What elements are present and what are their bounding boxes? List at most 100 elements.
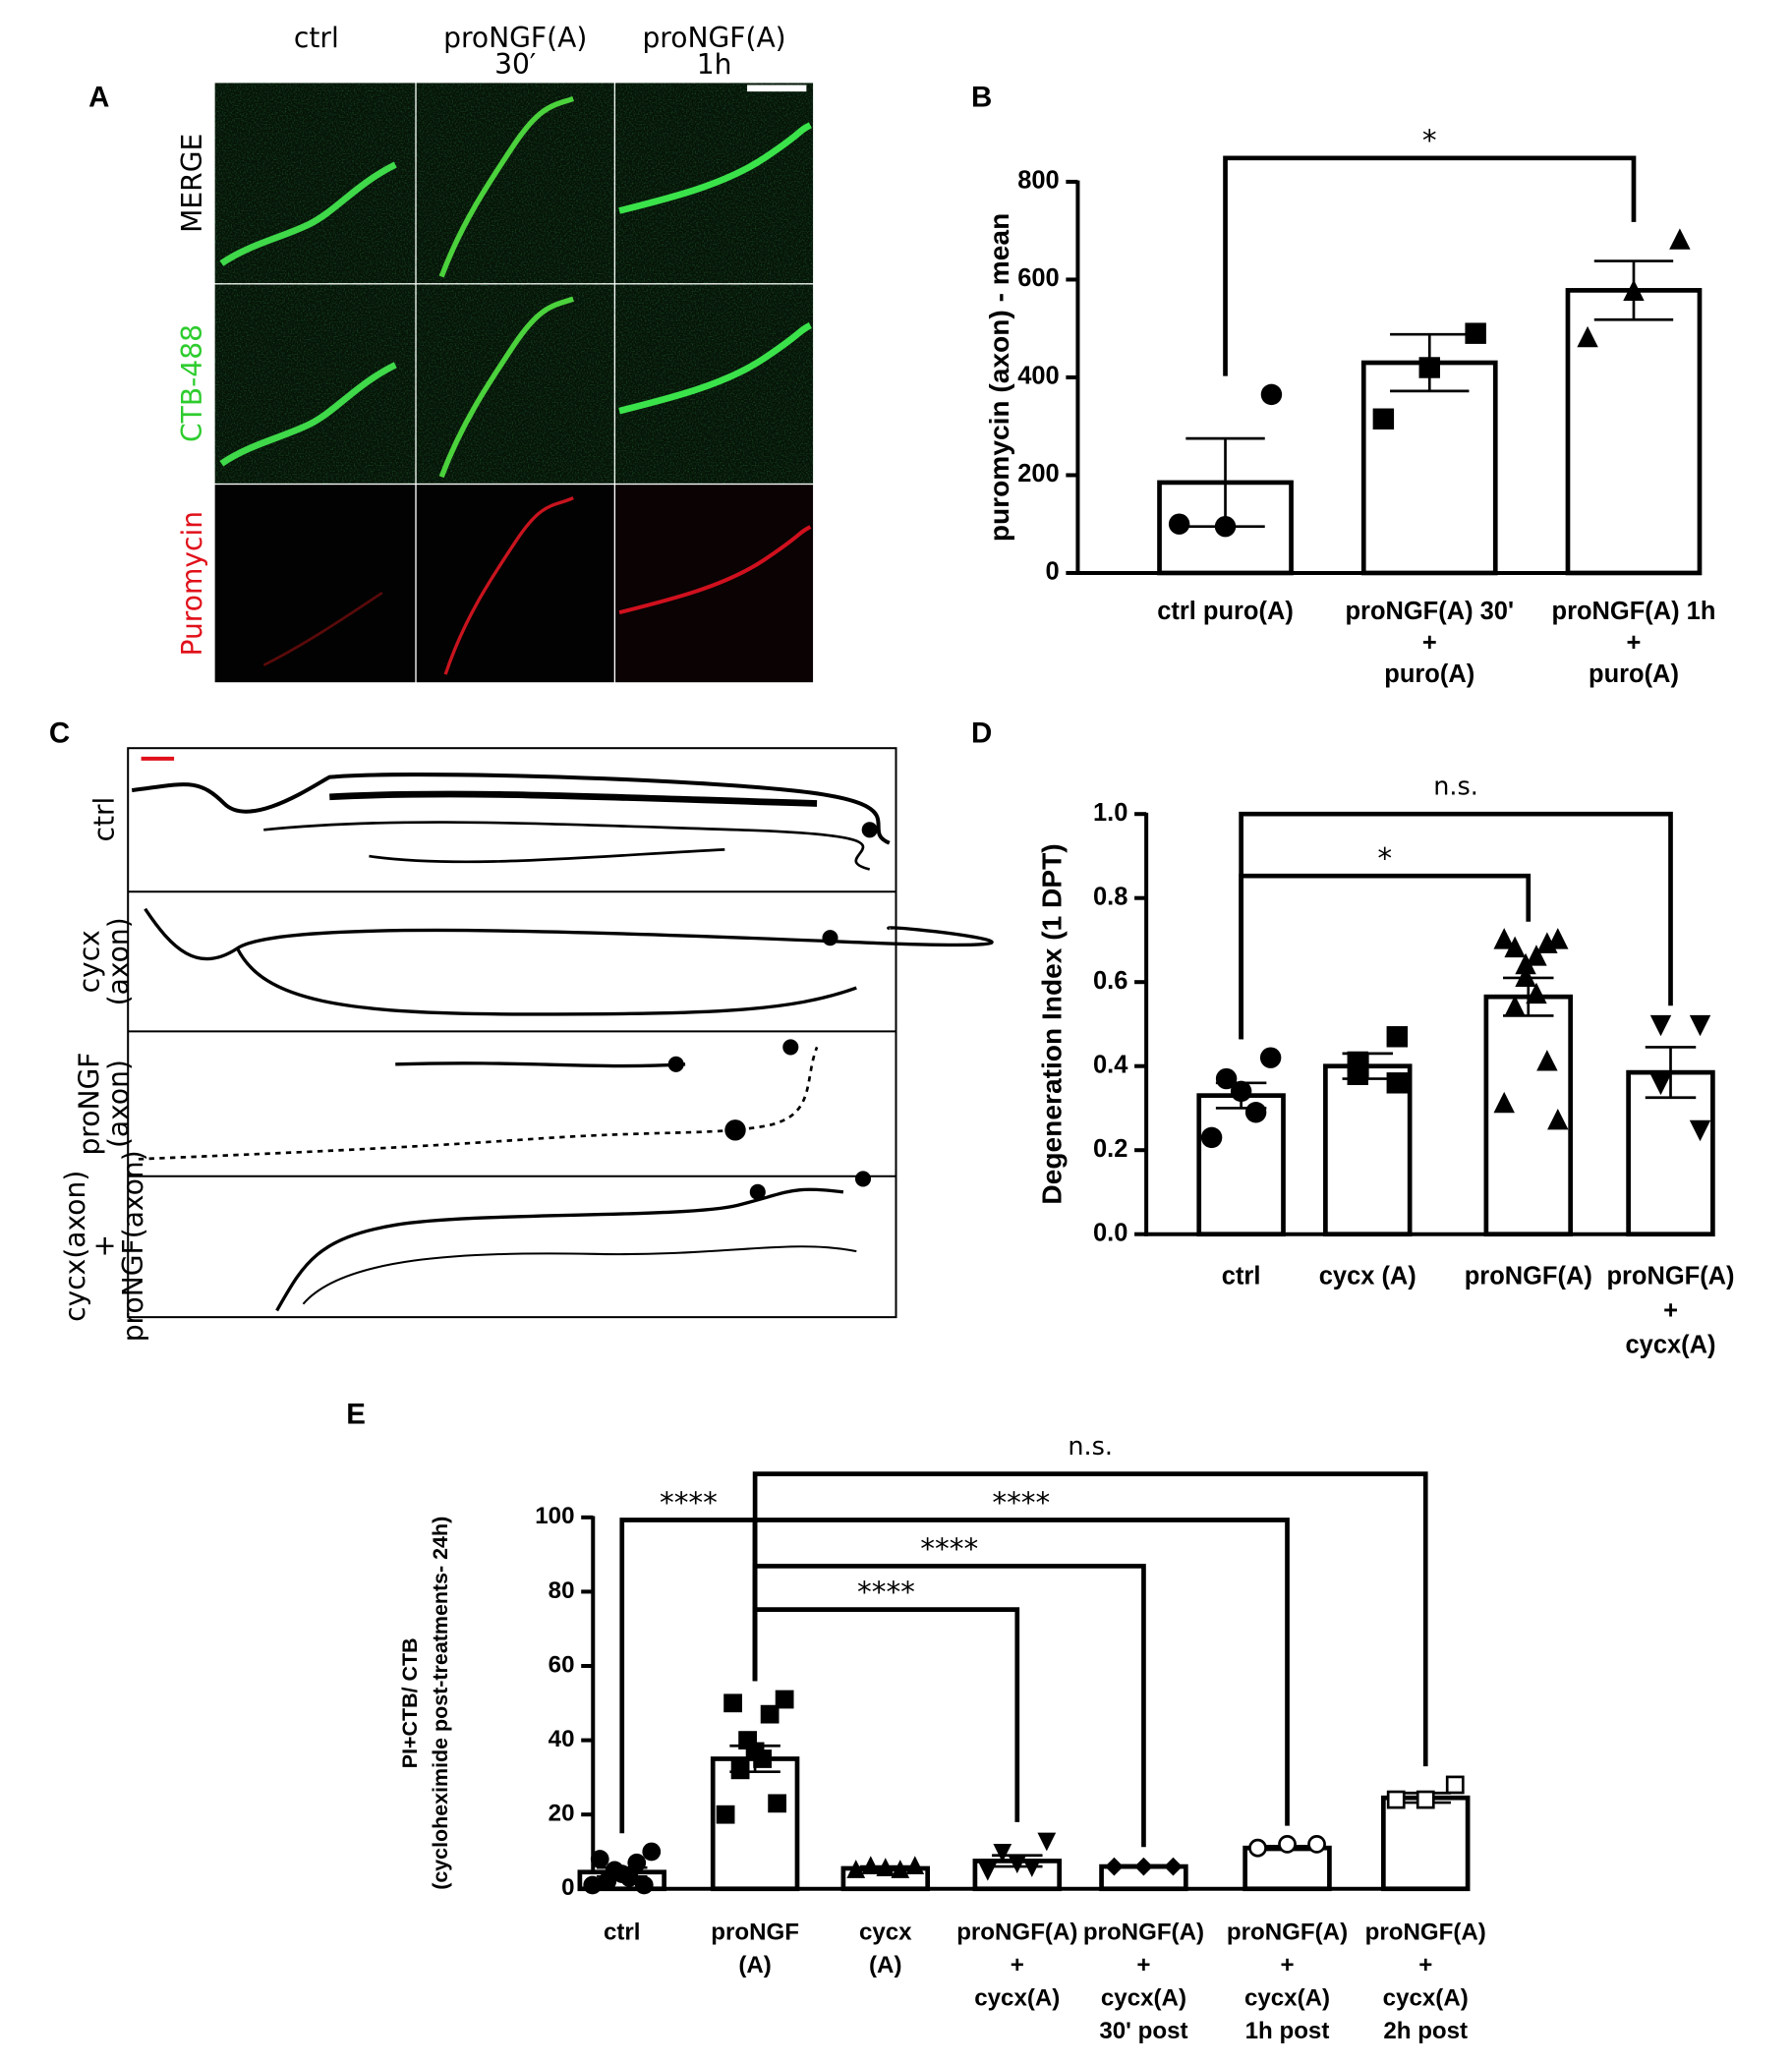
data-point [1493,1091,1515,1114]
data-point [1536,1050,1558,1071]
data-point [775,1690,794,1709]
x-tick-label: + [1418,1952,1432,1978]
significance-label: **** [920,1532,978,1566]
x-tick-label: + [1663,1296,1678,1324]
data-point [861,1856,881,1875]
x-tick-label: puro(A) [1384,660,1474,688]
x-tick-label: proNGF(A) [1606,1263,1734,1290]
data-point [978,1862,998,1881]
data-point [1347,1063,1368,1085]
data-point [1649,1073,1672,1096]
data-point [1493,928,1515,949]
x-tick-label: 2h post [1383,2018,1468,2044]
data-point [1386,1072,1409,1094]
data-point [1214,515,1237,538]
significance-label: **** [992,1486,1050,1519]
y-tick-label: 0.8 [1093,883,1127,910]
x-tick-label: cycx [859,1920,912,1946]
data-point [642,1842,662,1862]
data-point [1260,383,1283,406]
x-tick-label: ctrl [604,1920,641,1946]
panel-a: A [88,81,814,684]
y-tick-label: 100 [535,1503,574,1529]
data-point [753,1749,772,1768]
data-point [634,1875,654,1895]
significance-label: * [1422,124,1437,157]
data-point [1445,1775,1465,1795]
y-tick-label: 0.6 [1093,967,1127,995]
x-tick-label: (A) [869,1952,901,1978]
data-point [1515,952,1536,975]
y-tick-label: 40 [549,1726,575,1752]
data-point [1230,1080,1252,1103]
data-point [760,1704,780,1724]
column-label: 1h [697,48,732,81]
row-label: cycx [74,930,106,993]
bar [1196,1093,1286,1237]
data-point [1200,1126,1223,1149]
bar [710,1756,800,1892]
data-point [1022,1859,1042,1877]
data-point [716,1805,735,1824]
y-tick-label: 0 [1046,558,1060,586]
significance-label: n.s. [1433,772,1478,801]
data-point [1526,982,1547,1004]
panel-letter: B [971,81,992,113]
data-point [891,1860,910,1878]
x-tick-label: cycx(A) [1101,1985,1186,2012]
x-tick-label: (A) [738,1952,771,1978]
y-tick-label: 20 [549,1801,575,1827]
data-point [1008,1855,1027,1874]
x-tick-label: cycx(A) [1244,1985,1330,2012]
error-bar [1645,1046,1697,1100]
y-tick-label: 60 [549,1651,575,1678]
x-tick-label: + [1011,1952,1024,1978]
y-tick-label: 600 [1017,264,1059,292]
row-label: Puromycin [176,511,208,657]
significance-bracket [752,1471,1428,1767]
x-tick-label: 30' post [1099,2018,1187,2044]
x-tick-label: proNGF(A) 30' [1346,598,1515,625]
x-tick-label: + [1627,629,1642,657]
x-tick-label: cycx(A) [1383,1985,1469,2012]
data-point [1248,1838,1267,1858]
data-point [1649,1014,1672,1037]
x-tick-label: proNGF(A) [1083,1920,1204,1946]
data-point [627,1853,647,1872]
data-point [1372,408,1395,430]
x-tick-label: proNGF [711,1920,799,1946]
data-point [1244,1102,1267,1123]
data-point [1037,1832,1057,1852]
data-point [1168,513,1190,535]
column-label: ctrl [294,22,339,54]
x-tick-label: proNGF(A) [1465,1263,1592,1290]
bar [1360,360,1498,576]
significance-label: **** [857,1576,915,1609]
chart: 0.0 0.2 0.4 0.6 0.8 1.0 Degeneration Index (1 … [1037,772,1735,1358]
x-tick-label: 1h post [1245,2018,1330,2044]
panel-letter: E [346,1398,366,1430]
data-point [1465,322,1486,344]
data-point [1547,1108,1569,1130]
column-label: proNGF(A) [642,22,785,54]
y-tick-label: 200 [1017,460,1059,487]
x-tick-label: proNGF(A) [1227,1920,1348,1946]
row-label: (axon) [102,917,135,1005]
data-point [730,1760,750,1780]
micrographs [214,83,814,683]
y-tick-label: 800 [1017,167,1059,195]
row-label: (axon) [102,1060,135,1148]
panel-c: C [49,717,994,1319]
x-tick-label: + [1280,1952,1294,1978]
data-point [583,1875,603,1895]
significance-label: **** [660,1486,718,1519]
y-tick-label: 400 [1017,363,1059,390]
row-label: proNGF [74,1053,106,1156]
data-point [1386,1790,1406,1809]
significance-label: n.s. [1068,1432,1113,1462]
x-tick-label: cycx(A) [974,1985,1060,2012]
significance-label: * [1377,842,1392,876]
